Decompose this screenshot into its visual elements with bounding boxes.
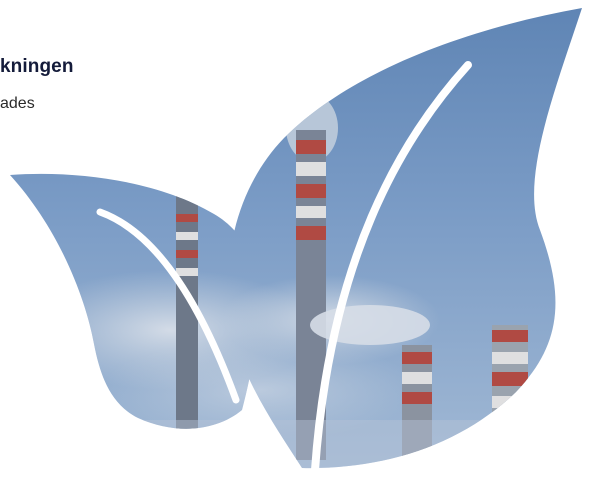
leaf-stem-left (96, 208, 240, 404)
leaf-stem-right (311, 61, 472, 474)
page-subheading: ades (0, 95, 35, 112)
chimney-right (492, 325, 528, 465)
page-heading: kningen (0, 56, 74, 77)
chimney-left (176, 196, 198, 436)
